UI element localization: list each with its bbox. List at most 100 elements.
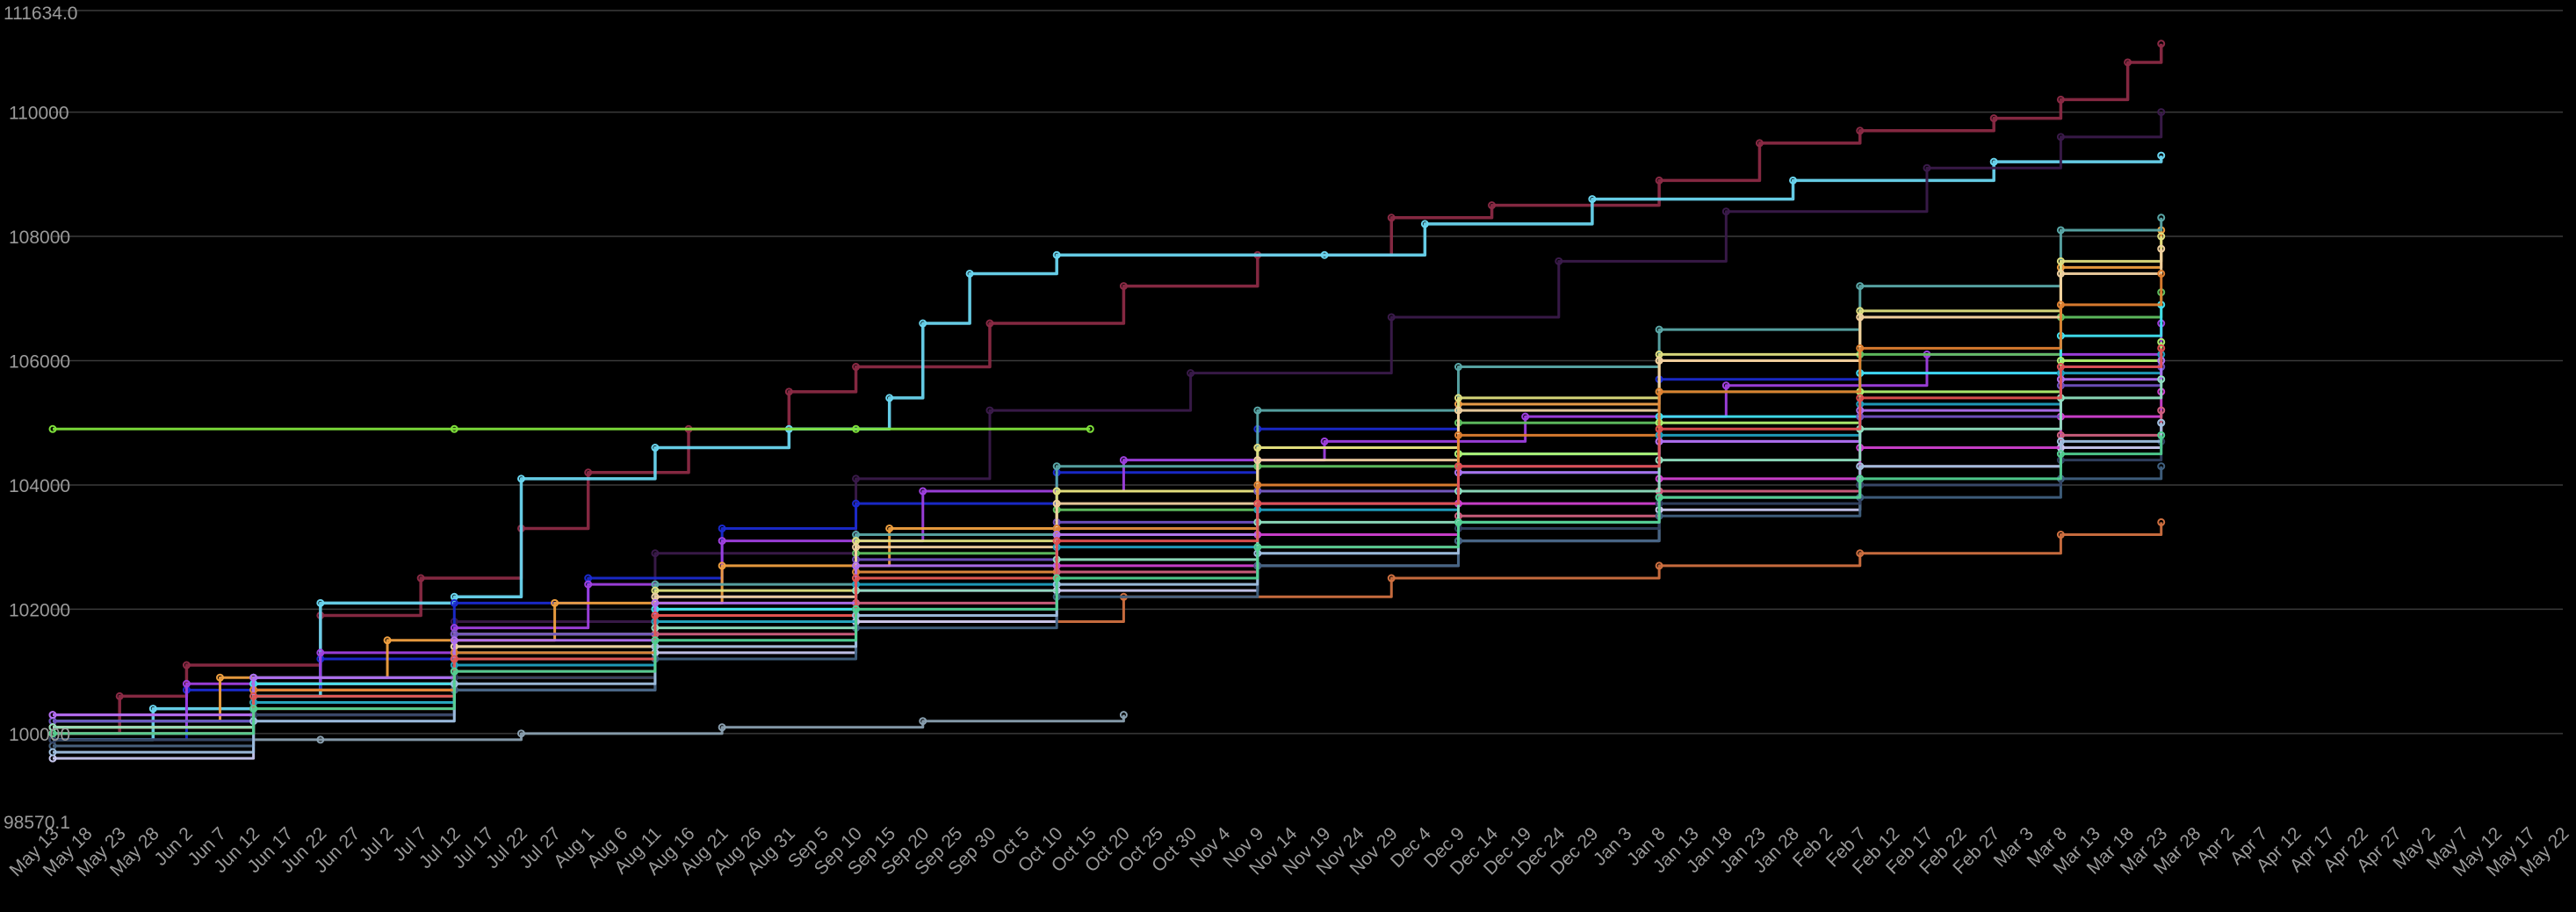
series-point <box>2056 450 2065 459</box>
series-point <box>2056 363 2065 372</box>
series-point <box>1052 537 1061 546</box>
series-point <box>2157 244 2166 253</box>
series-point <box>249 691 258 700</box>
series-point <box>1721 381 1730 390</box>
x-tick-label: Apr 2 <box>2193 823 2239 869</box>
series-point <box>416 574 425 583</box>
series-line <box>53 435 2163 735</box>
y-axis-ticks: 111634.0 98570.1 100000 102000 104000 10600… <box>4 4 77 833</box>
series-point <box>450 655 458 663</box>
series-point <box>1655 176 1663 185</box>
series-point <box>1253 444 1262 452</box>
series-point <box>182 661 191 670</box>
series-point <box>1253 456 1262 465</box>
series-point <box>651 444 660 452</box>
series-line <box>53 217 2163 735</box>
series-group <box>48 40 2166 763</box>
series-point <box>1555 257 1563 265</box>
series-line <box>53 360 2163 717</box>
series-point <box>965 269 974 278</box>
series-point <box>985 406 994 415</box>
series-point <box>1454 363 1462 372</box>
series-point <box>651 636 660 645</box>
series-point <box>148 705 157 713</box>
series-point <box>1253 499 1262 508</box>
series-point <box>1856 474 1865 483</box>
series-point <box>784 387 793 396</box>
series-point <box>316 735 325 744</box>
y-tick-label: 102000 <box>9 600 70 620</box>
series-point <box>2157 269 2166 278</box>
series-line <box>53 43 2163 735</box>
series-point <box>249 673 258 682</box>
series-point <box>1856 462 1865 471</box>
series-point <box>1454 406 1462 415</box>
series-point <box>2056 95 2065 104</box>
series-point <box>2056 531 2065 539</box>
series-point <box>2157 418 2166 427</box>
series-point <box>1387 574 1396 583</box>
series-line <box>53 229 2163 723</box>
series-point <box>2157 518 2166 526</box>
series-line <box>53 342 2163 735</box>
series-point <box>1052 487 1061 496</box>
series-point <box>48 424 57 433</box>
series-line <box>53 522 2163 748</box>
series-point <box>316 598 325 607</box>
series-point <box>852 561 861 570</box>
series-point <box>1856 394 1865 402</box>
series-point <box>1119 711 1128 720</box>
series-point <box>48 748 57 756</box>
series-point <box>2056 257 2065 265</box>
series-line <box>53 466 2163 748</box>
series-point <box>450 667 458 676</box>
series-point <box>651 598 660 607</box>
series-point <box>885 394 894 402</box>
series-point <box>1454 394 1462 402</box>
series-point <box>2157 40 2166 48</box>
series-point <box>2157 214 2166 222</box>
y-max-label: 111634.0 <box>4 4 77 24</box>
series-point <box>48 729 57 738</box>
series-point <box>651 549 660 558</box>
series-point <box>516 474 525 483</box>
grid-lines <box>53 10 2563 735</box>
series-point <box>1052 499 1061 508</box>
series-point <box>1253 406 1262 415</box>
series-point <box>1387 214 1396 222</box>
series-point <box>316 648 325 657</box>
series-point <box>651 611 660 619</box>
series-point <box>516 729 525 738</box>
series-point <box>2157 151 2166 160</box>
series-point <box>852 604 861 613</box>
series-line <box>53 112 2163 729</box>
series-point <box>1119 456 1128 465</box>
series-point <box>2157 375 2166 384</box>
series-point <box>1052 462 1061 471</box>
series-point <box>1856 549 1865 558</box>
series-point <box>2124 58 2132 67</box>
series-point <box>852 574 861 583</box>
series-point <box>2056 437 2065 445</box>
series-point <box>450 424 458 433</box>
series-point <box>249 705 258 713</box>
series-point <box>2056 133 2065 141</box>
series-point <box>1320 250 1329 259</box>
series-point <box>1052 574 1061 583</box>
series-point <box>182 679 191 688</box>
y-tick-label: 108000 <box>9 228 70 248</box>
series-point <box>1588 195 1597 204</box>
series-point <box>1789 176 1798 185</box>
series-point <box>1655 387 1663 396</box>
y-tick-label: 106000 <box>9 351 70 372</box>
series-point <box>450 598 458 607</box>
series-point <box>1856 313 1865 322</box>
series-point <box>919 717 927 726</box>
series-point <box>2157 108 2166 117</box>
y-tick-label: 110000 <box>9 104 69 124</box>
series-point <box>1655 356 1663 365</box>
series-point <box>2157 462 2166 471</box>
series-point <box>1187 369 1195 378</box>
series-point <box>852 543 861 552</box>
series-point <box>2157 406 2166 415</box>
